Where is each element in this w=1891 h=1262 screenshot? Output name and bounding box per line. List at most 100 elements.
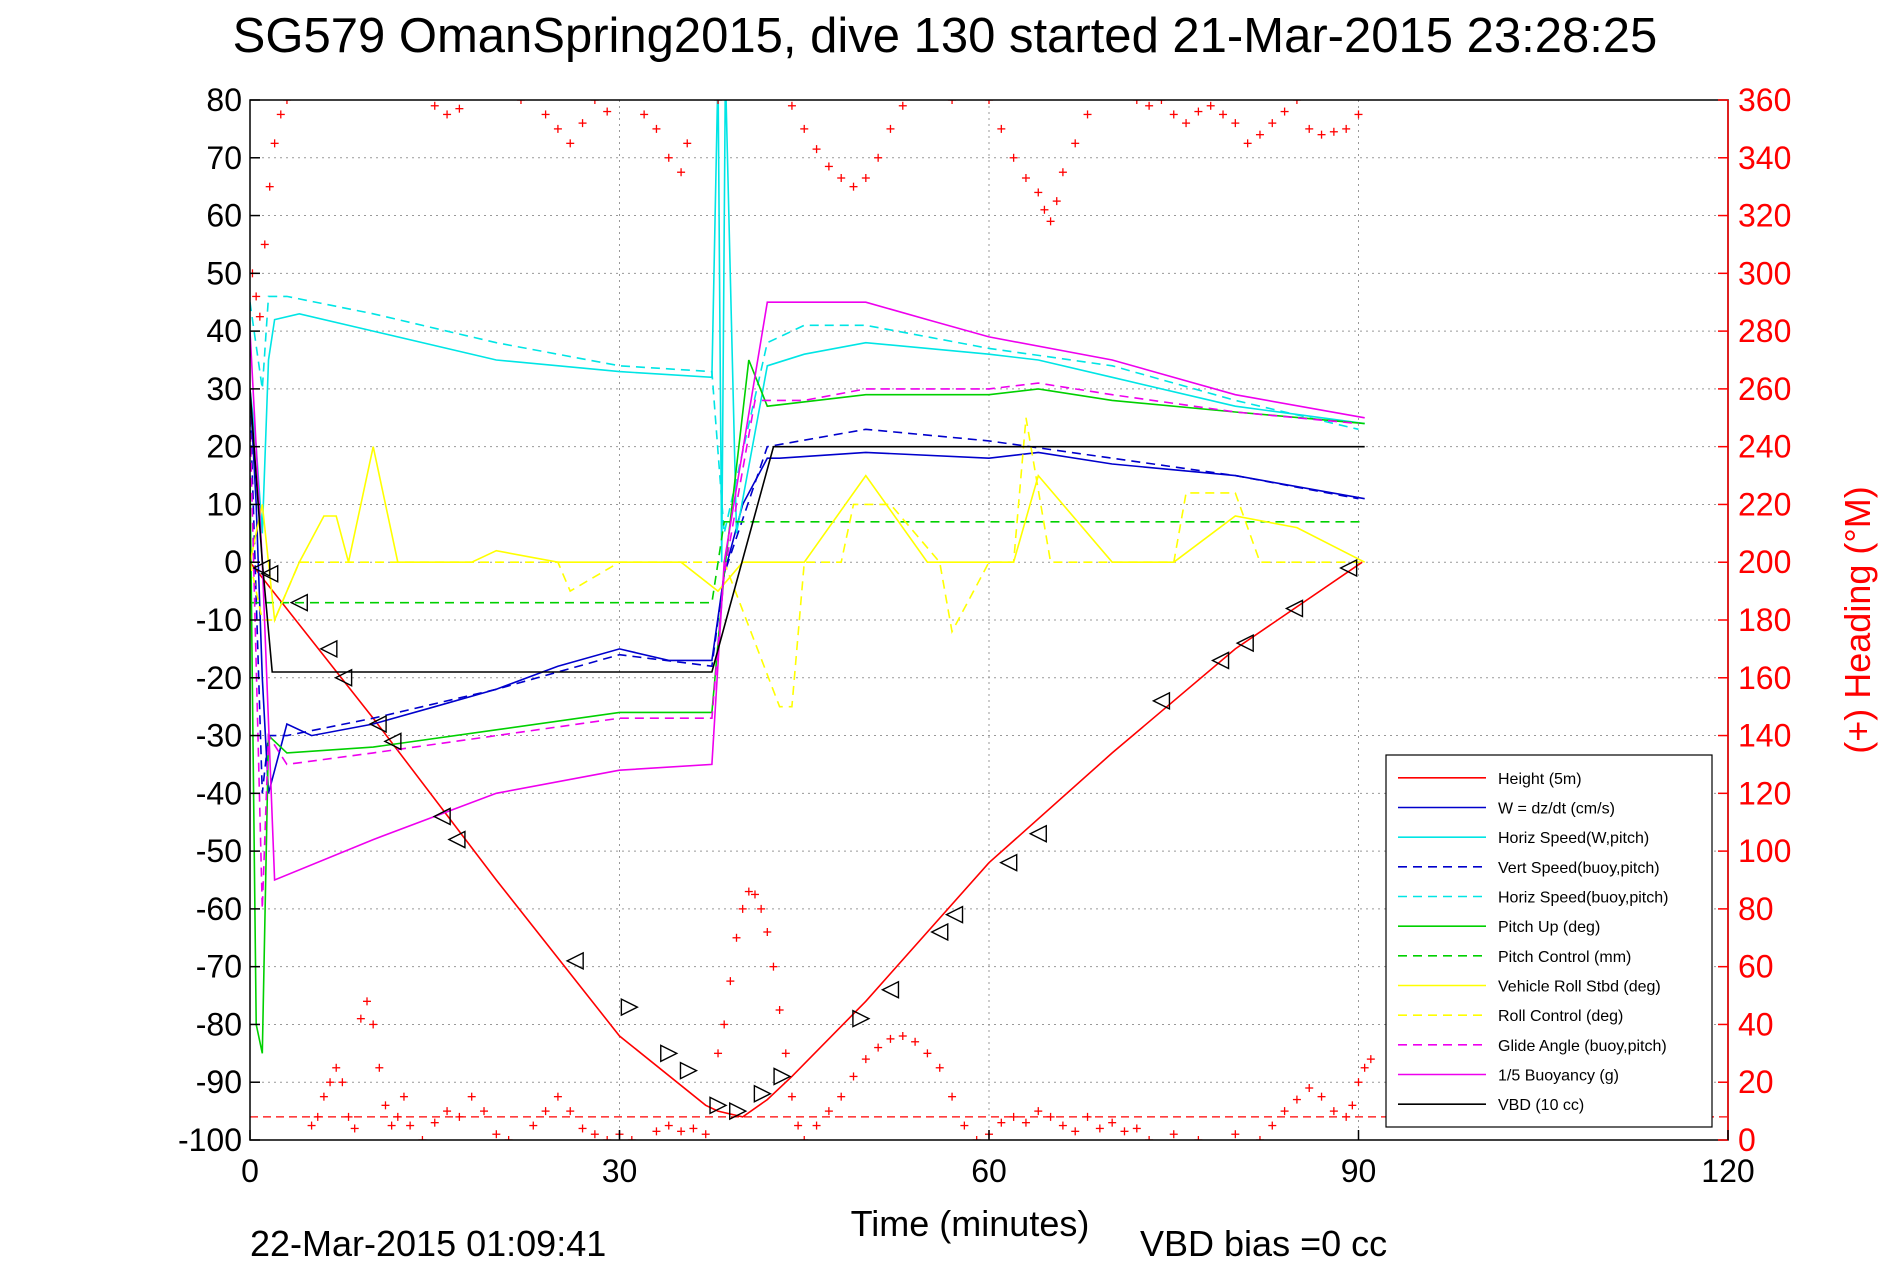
heading-point (849, 1072, 858, 1081)
left-y-axis: 80 70 60 50 40 30 20 10 0 -10 -20 -30 -40 -50 -60 -70 -8… (178, 82, 260, 1158)
triangle-marker (709, 1096, 728, 1115)
heading-point (1132, 1124, 1141, 1133)
series-line-3 (250, 400, 1359, 794)
heading-point (1145, 1136, 1154, 1140)
heading-point (781, 1049, 790, 1058)
series-line-9 (250, 382, 1359, 909)
heading-point (960, 1121, 969, 1130)
heading-point (492, 73, 500, 81)
heading-point (1058, 168, 1067, 177)
right-tick-label: 280 (1738, 313, 1791, 349)
y-tick-label: -60 (196, 891, 242, 927)
heading-point (1046, 1112, 1055, 1121)
heading-point (1132, 100, 1141, 104)
heading-point (948, 1092, 957, 1101)
heading-point (726, 977, 735, 986)
y-tick-label: 20 (206, 429, 242, 465)
heading-point (1342, 1112, 1351, 1121)
legend-box (1385, 754, 1713, 1128)
series-line-5 (250, 359, 1365, 1054)
heading-point (566, 1107, 575, 1116)
series-line-6 (250, 520, 1365, 604)
heading-point (393, 1112, 402, 1121)
heading-point (898, 1032, 907, 1040)
heading-point (689, 82, 697, 90)
triangle-marker (999, 853, 1018, 872)
heading-point (1071, 1127, 1080, 1136)
heading-point (886, 1034, 895, 1043)
heading-point (849, 182, 858, 191)
heading-point (985, 100, 993, 104)
x-tick-label: 120 (1701, 1153, 1754, 1189)
vbd-bias-label: VBD bias =0 cc (1140, 1223, 1387, 1262)
triangle-marker (679, 1061, 699, 1080)
triangle-marker (660, 1044, 679, 1063)
heading-point (787, 101, 796, 110)
heading-point (578, 119, 587, 128)
triangle-marker (252, 558, 271, 578)
heading-point (1268, 1121, 1277, 1130)
heading-point (1255, 1136, 1264, 1140)
heading-point (640, 110, 649, 119)
right-tick-label: 220 (1738, 486, 1791, 522)
heading-point (757, 904, 766, 913)
heading-point (1169, 110, 1178, 119)
heading-point (898, 101, 907, 110)
series-line-1 (250, 388, 1365, 794)
y-tick-label: -30 (196, 718, 242, 754)
heading-point (1280, 107, 1289, 116)
heading-point (911, 1037, 920, 1046)
heading-point (664, 1121, 673, 1130)
right-tick-label: 180 (1738, 602, 1791, 638)
y-tick-label: 60 (206, 198, 242, 234)
heading-point (369, 1020, 378, 1029)
triangle-marker (334, 668, 353, 687)
y-tick-label: 30 (206, 371, 242, 407)
heading-point (1157, 100, 1166, 104)
heading-point (313, 1112, 322, 1121)
heading-point (1083, 1112, 1092, 1121)
legend-label: Pitch Control (mm) (1498, 949, 1631, 966)
heading-point (406, 1121, 415, 1130)
heading-point (363, 997, 372, 1006)
y-tick-label: -100 (178, 1122, 242, 1158)
heading-point (455, 104, 464, 113)
heading-point (1317, 1092, 1326, 1101)
heading-point (1096, 87, 1104, 95)
heading-point (1120, 1127, 1129, 1136)
right-tick-label: 120 (1738, 775, 1791, 811)
heading-point (689, 1124, 698, 1133)
heading-point (1052, 197, 1061, 206)
heading-point (652, 1127, 661, 1136)
heading-point (1034, 188, 1043, 197)
heading-point (356, 1014, 365, 1023)
heading-point (997, 1118, 1006, 1127)
heading-point (769, 962, 778, 971)
heading-point (1021, 174, 1030, 182)
right-tick-label: 160 (1738, 660, 1791, 696)
y-tick-label: 80 (206, 82, 242, 118)
plot-area (250, 73, 1728, 1140)
right-tick-label: 240 (1738, 429, 1791, 465)
series-line-10 (250, 301, 1365, 882)
heading-point (1058, 1121, 1067, 1130)
heading-point (1145, 101, 1154, 110)
heading-point (319, 1092, 328, 1101)
heading-point (1342, 124, 1351, 133)
heading-point (1120, 90, 1128, 98)
heading-point (1317, 130, 1326, 139)
right-tick-label: 60 (1738, 949, 1774, 985)
triangle-marker (432, 807, 451, 826)
heading-point (350, 1124, 359, 1133)
heading-point (590, 1130, 599, 1139)
heading-point (252, 292, 261, 301)
heading-point (775, 1006, 784, 1014)
heading-point (387, 1121, 396, 1130)
triangle-marker (1151, 691, 1171, 711)
heading-point (1280, 1107, 1289, 1116)
x-axis-label: Time (minutes) (851, 1203, 1090, 1244)
right-tick-label: 100 (1738, 833, 1791, 869)
triangle-marker (319, 639, 338, 659)
series-line-0 (250, 561, 1363, 1118)
